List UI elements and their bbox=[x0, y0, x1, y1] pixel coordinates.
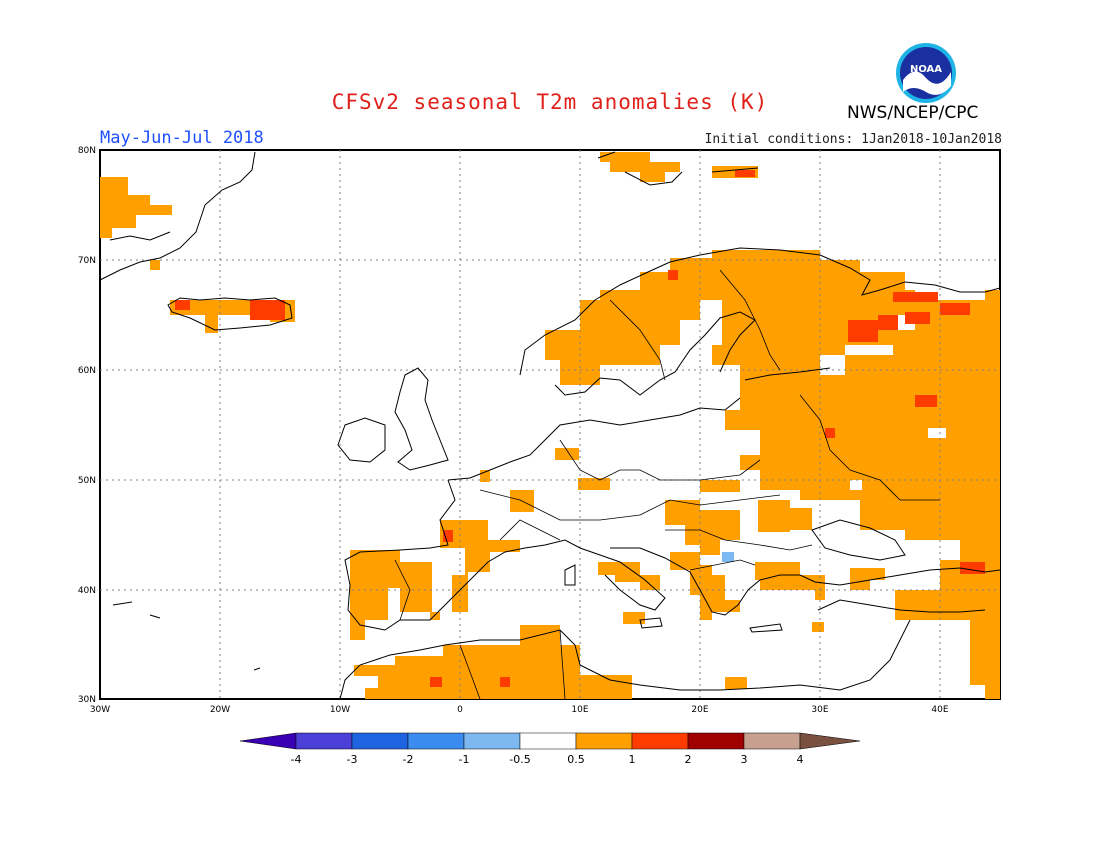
legend-swatch bbox=[295, 732, 353, 750]
anomaly-positive-patches bbox=[100, 152, 1000, 699]
legend-swatch bbox=[743, 732, 801, 750]
legend-label: 2 bbox=[685, 753, 692, 766]
lon-label: 30W bbox=[90, 705, 110, 715]
lon-label: 20E bbox=[691, 705, 708, 715]
lon-label: 20W bbox=[210, 705, 230, 715]
legend-swatch bbox=[407, 732, 465, 750]
lon-label: 0 bbox=[457, 705, 463, 715]
legend-label: 1 bbox=[629, 753, 636, 766]
agency-label: NWS/NCEP/CPC bbox=[847, 103, 979, 123]
legend-label: -3 bbox=[347, 753, 358, 766]
legend-label: -0.5 bbox=[509, 753, 530, 766]
color-legend bbox=[239, 732, 861, 750]
legend-arrow-high bbox=[799, 732, 861, 750]
lat-label: 80N bbox=[78, 146, 96, 156]
noaa-logo: NOAA bbox=[896, 43, 956, 103]
initial-conditions: Initial conditions: 1Jan2018-10Jan2018 bbox=[704, 132, 1002, 147]
anomaly-negative-patch bbox=[722, 552, 734, 562]
chart-title: CFSv2 seasonal T2m anomalies (K) bbox=[331, 90, 769, 114]
legend-label: -2 bbox=[403, 753, 414, 766]
lat-label: 40N bbox=[78, 586, 96, 596]
legend-swatch bbox=[351, 732, 409, 750]
legend-label: -1 bbox=[459, 753, 470, 766]
lat-label: 60N bbox=[78, 366, 96, 376]
legend-label: -4 bbox=[291, 753, 302, 766]
lat-labels: 80N 70N 60N 50N 40N 30N bbox=[78, 146, 96, 705]
lat-label: 70N bbox=[78, 256, 96, 266]
legend-swatch bbox=[519, 732, 577, 750]
legend-arrow-low bbox=[239, 732, 297, 750]
lon-label: 40E bbox=[931, 705, 948, 715]
map-gridlines bbox=[100, 150, 1000, 699]
legend-swatch bbox=[631, 732, 689, 750]
forecast-period: May-Jun-Jul 2018 bbox=[100, 128, 264, 148]
lon-label: 10W bbox=[330, 705, 350, 715]
lon-labels: 30W 20W 10W 0 10E 20E 30E 40E bbox=[90, 705, 949, 715]
legend-label: 0.5 bbox=[567, 753, 585, 766]
country-borders bbox=[394, 269, 940, 700]
lon-label: 30E bbox=[811, 705, 828, 715]
legend-swatch bbox=[463, 732, 521, 750]
lat-label: 30N bbox=[78, 695, 96, 705]
lat-label: 50N bbox=[78, 476, 96, 486]
noaa-logo-text: NOAA bbox=[910, 64, 942, 75]
legend-label: 4 bbox=[797, 753, 804, 766]
lon-label: 10E bbox=[571, 705, 588, 715]
legend-label: 3 bbox=[741, 753, 748, 766]
legend-swatch bbox=[575, 732, 633, 750]
legend-labels: -4 -3 -2 -1 -0.5 0.5 1 2 3 4 bbox=[291, 753, 804, 766]
coastlines bbox=[99, 151, 1001, 700]
anomaly-strong-positive-patches bbox=[175, 170, 985, 687]
legend-swatch bbox=[687, 732, 745, 750]
